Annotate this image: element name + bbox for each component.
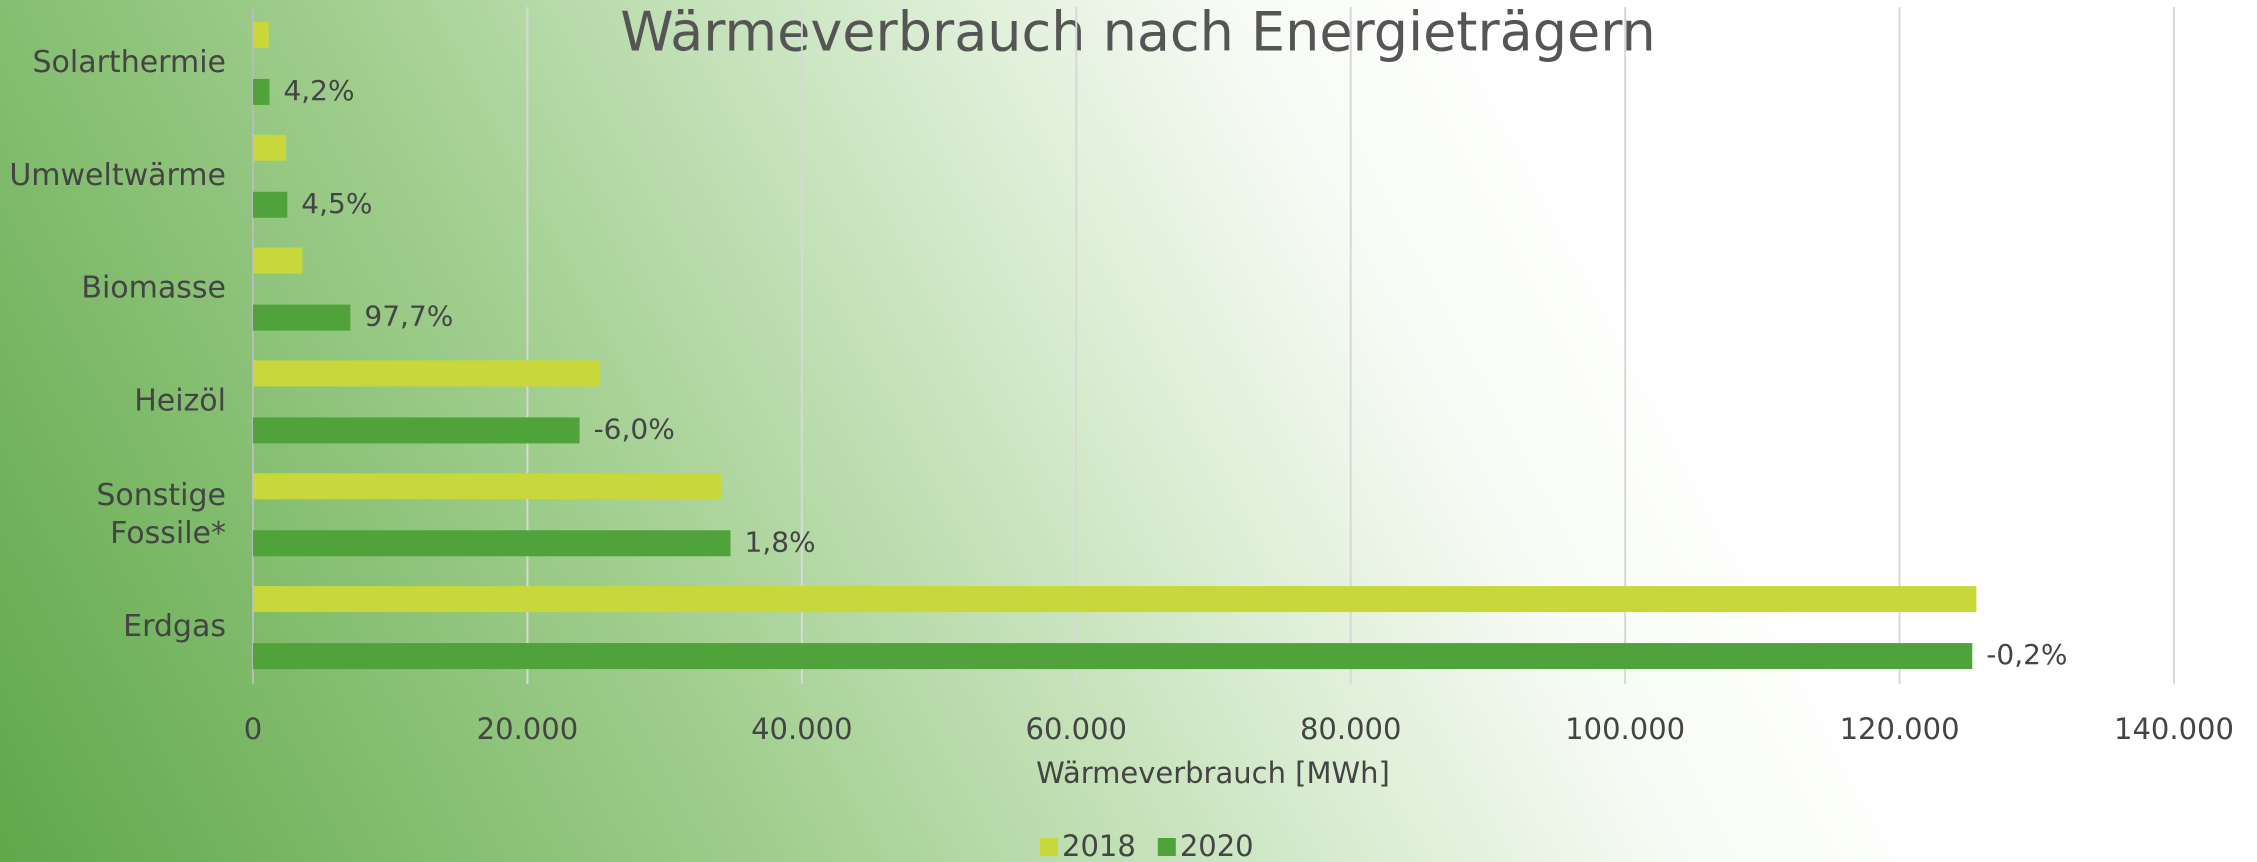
x-tick-label: 120.000: [1840, 712, 1960, 746]
y-tick-label: Sonstige Fossile*: [96, 477, 226, 550]
x-tick-label: 80.000: [1300, 712, 1401, 746]
x-tick-label: 20.000: [477, 712, 578, 746]
x-tick-label: 140.000: [2114, 712, 2234, 746]
x-tick-label: 0: [244, 712, 262, 746]
bar: [253, 304, 351, 331]
chart-title: Wärmeverbrauch nach Energieträgern: [620, 1, 1656, 64]
legend-label: 2018: [1062, 829, 1136, 862]
bar: [253, 21, 269, 48]
y-tick-label: Heizöl: [134, 383, 226, 418]
bar-label: -0,2%: [1986, 638, 2067, 671]
bar-label: -6,0%: [594, 412, 675, 445]
bar: [253, 473, 721, 500]
y-tick-label: Biomasse: [81, 271, 226, 306]
bar-label: 4,2%: [283, 74, 354, 107]
bar: [253, 643, 1973, 670]
bar: [253, 191, 288, 218]
x-tick-label: 100.000: [1565, 712, 1685, 746]
legend-swatch: [1157, 838, 1176, 856]
x-tick-label: 60.000: [1026, 712, 1127, 746]
y-tick-label: Solarthermie: [32, 45, 226, 80]
bar: [253, 417, 580, 444]
bar: [253, 78, 270, 105]
x-axis-label: Wärmeverbrauch [MWh]: [1036, 756, 1390, 790]
bar: [253, 586, 1977, 613]
x-tick-label: 40.000: [751, 712, 852, 746]
bar: [253, 360, 601, 387]
y-tick-label-line: Sonstige: [96, 477, 226, 512]
bar-label: 4,5%: [301, 187, 372, 220]
legend-label: 2020: [1180, 829, 1254, 862]
y-tick-label: Erdgas: [123, 609, 226, 644]
legend-swatch: [1040, 838, 1058, 856]
bar: [253, 134, 286, 161]
y-tick-label-line: Fossile*: [110, 515, 226, 550]
bar-label: 1,8%: [745, 525, 816, 558]
bar: [253, 530, 731, 557]
bar-label: 97,7%: [364, 300, 453, 333]
bar: [253, 247, 303, 274]
y-tick-label: Umweltwärme: [9, 158, 226, 193]
